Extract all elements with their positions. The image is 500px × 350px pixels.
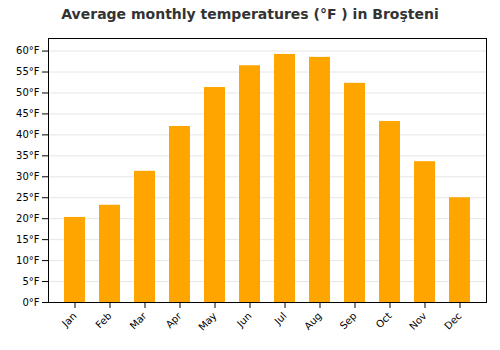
html-text:Average monthly temperatures (: Average monthly temperatures (°F ) in Br…	[61, 6, 439, 22]
svg-text:60°F: 60°F	[16, 45, 40, 56]
svg-text:25°F: 25°F	[16, 192, 40, 203]
svg-text:Mar: Mar	[128, 310, 150, 332]
svg-text:20°F: 20°F	[16, 213, 40, 224]
svg-text:55°F: 55°F	[16, 66, 40, 77]
svg-text:15°F: 15°F	[16, 234, 40, 245]
svg-text:May: May	[196, 310, 218, 332]
svg-text:50°F: 50°F	[16, 87, 40, 98]
svg-text:Jan: Jan	[59, 310, 78, 329]
svg-text:35°F: 35°F	[16, 150, 40, 161]
svg-text:0°F: 0°F	[22, 297, 39, 308]
svg-text:Oct: Oct	[374, 310, 394, 330]
svg-text:Dec: Dec	[442, 310, 463, 331]
svg-text:10°F: 10°F	[16, 255, 40, 266]
svg-text:Sep: Sep	[338, 310, 359, 331]
svg-text:Jul: Jul	[272, 310, 289, 327]
svg-text:Nov: Nov	[407, 310, 429, 332]
svg-text:5°F: 5°F	[22, 276, 39, 287]
svg-text:40°F: 40°F	[16, 129, 40, 140]
svg-text:Feb: Feb	[93, 310, 113, 330]
svg-text:Aug: Aug	[302, 310, 324, 332]
svg-text:30°F: 30°F	[16, 171, 40, 182]
svg-text:45°F: 45°F	[16, 108, 40, 119]
svg-text:Jun: Jun	[234, 310, 254, 330]
svg-text:Apr: Apr	[164, 310, 185, 331]
